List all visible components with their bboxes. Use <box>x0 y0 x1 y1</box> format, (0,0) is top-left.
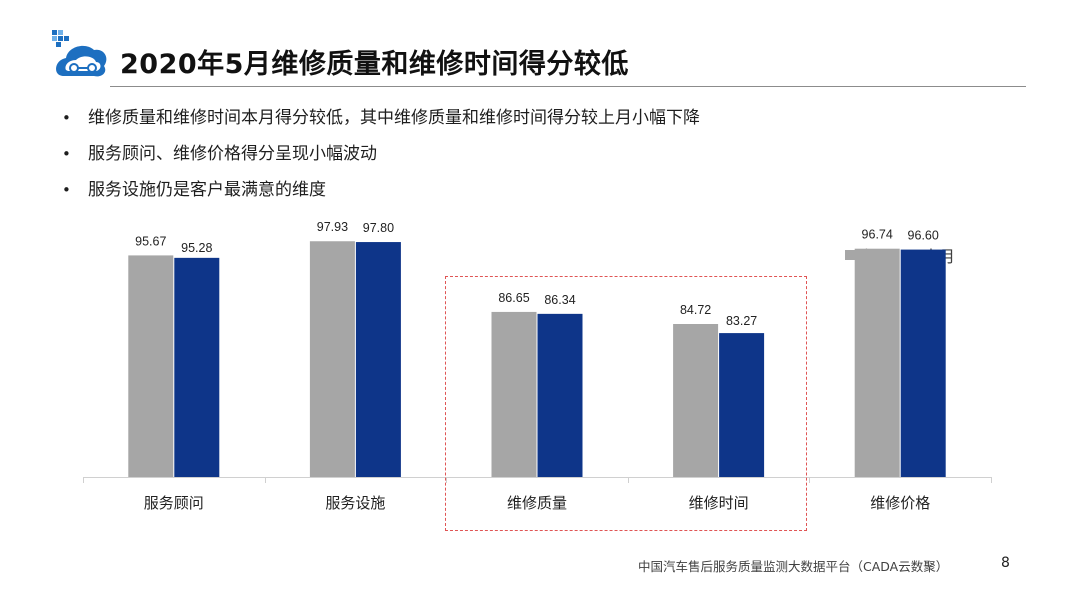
data-label: 86.34 <box>544 293 575 307</box>
x-tick-label: 服务设施 <box>325 494 385 512</box>
bar <box>174 257 220 477</box>
bar <box>309 241 355 477</box>
x-tick-label: 维修价格 <box>870 494 930 512</box>
bullet-item: • 维修质量和维修时间本月得分较低，其中维修质量和维修时间得分较上月小幅下降 <box>62 106 700 142</box>
bullet-dot: • <box>62 109 71 127</box>
data-label: 83.27 <box>726 314 757 328</box>
bar <box>537 313 583 477</box>
bullet-list: • 维修质量和维修时间本月得分较低，其中维修质量和维修时间得分较上月小幅下降 • 服… <box>62 106 700 214</box>
bar <box>900 249 946 477</box>
bullet-dot: • <box>62 145 71 163</box>
bar <box>854 248 900 477</box>
data-label: 96.60 <box>908 229 939 243</box>
x-tick-label: 服务顾问 <box>144 494 204 512</box>
data-label: 95.28 <box>181 241 212 255</box>
data-label: 97.80 <box>363 221 394 235</box>
data-label: 95.67 <box>135 234 166 248</box>
data-label: 96.74 <box>862 228 893 242</box>
footer-source: 中国汽车售后服务质量监测大数据平台（CADA云数聚） <box>638 559 949 574</box>
data-label: 97.93 <box>317 220 348 234</box>
x-tick-label: 维修质量 <box>507 494 567 512</box>
bar <box>355 242 401 477</box>
bullet-text: 服务顾问、维修价格得分呈现小幅波动 <box>88 144 377 164</box>
bullet-text: 维修质量和维修时间本月得分较低，其中维修质量和维修时间得分较上月小幅下降 <box>88 108 700 128</box>
x-tick-label: 维修时间 <box>689 494 749 512</box>
data-label: 86.65 <box>498 291 529 305</box>
page-number: 8 <box>1001 555 1010 571</box>
cada-logo <box>52 30 112 82</box>
bullet-item: • 服务设施仍是客户最满意的维度 <box>62 178 700 214</box>
bar <box>719 333 765 477</box>
legend-swatch-last-month <box>845 250 855 260</box>
bar <box>673 324 719 477</box>
data-label: 84.72 <box>680 303 711 317</box>
bar <box>491 311 537 477</box>
bar <box>128 255 174 477</box>
page-title: 2020年5月维修质量和维修时间得分较低 <box>120 49 629 80</box>
bullet-item: • 服务顾问、维修价格得分呈现小幅波动 <box>62 142 700 178</box>
bullet-dot: • <box>62 181 71 199</box>
title-divider <box>110 86 1026 87</box>
bullet-text: 服务设施仍是客户最满意的维度 <box>88 180 326 200</box>
